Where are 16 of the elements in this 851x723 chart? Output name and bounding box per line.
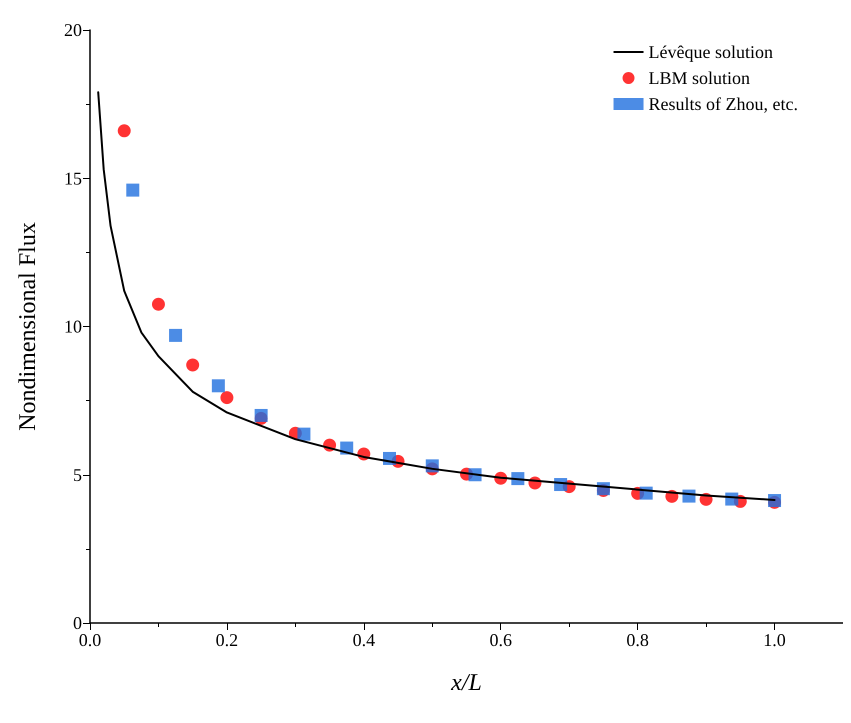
x-axis-title: x/L [450, 670, 482, 696]
legend-label: Lévêque solution [648, 42, 774, 62]
y-tick-label: 5 [73, 464, 82, 485]
x-tick-label: 0.8 [626, 630, 649, 650]
y-tick-label: 20 [64, 20, 82, 40]
legend-label: LBM solution [648, 68, 750, 88]
x-tick-label: 0.2 [216, 630, 238, 650]
x-tick-label: 0.4 [352, 630, 376, 650]
legend-label: Results of Zhou, etc. [648, 94, 798, 114]
y-axis-title: Nondimensional Flux [15, 222, 41, 431]
x-tick-label: 1.0 [763, 630, 786, 650]
x-tick-label: 0.0 [78, 630, 102, 650]
x-tick-label: 0.6 [489, 630, 512, 650]
y-tick-label: 15 [64, 168, 82, 188]
y-tick-label: 0 [73, 613, 82, 633]
y-tick-label: 10 [64, 316, 82, 336]
